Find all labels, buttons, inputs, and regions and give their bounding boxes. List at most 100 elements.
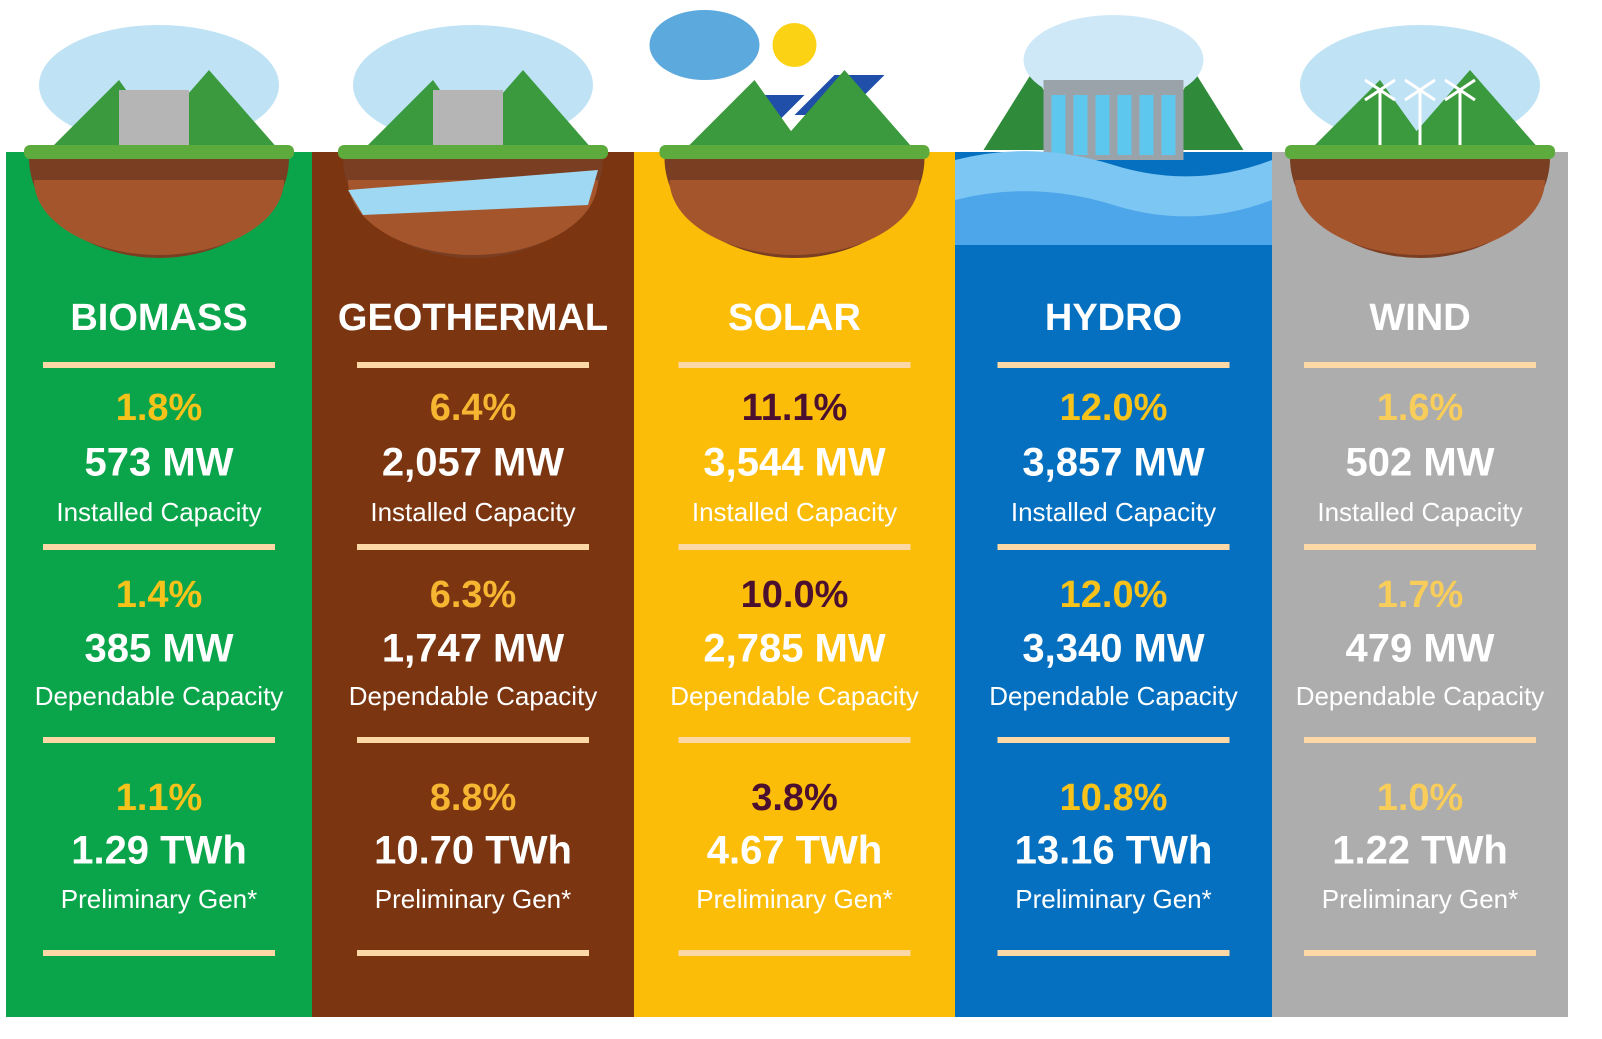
grass [659, 145, 930, 159]
stat-label: Installed Capacity [692, 497, 897, 527]
column-background [1272, 152, 1568, 1017]
waterfall [1161, 95, 1176, 155]
waterfall [1051, 95, 1066, 155]
mountain [363, 70, 593, 150]
divider [678, 950, 911, 956]
source-name: HYDRO [1045, 297, 1182, 339]
divider [997, 544, 1230, 550]
grass [1285, 145, 1555, 159]
stat-label: Dependable Capacity [35, 681, 284, 711]
source-name: WIND [1369, 297, 1470, 339]
water-wave [955, 191, 1272, 245]
waterfall [1095, 95, 1110, 155]
divider [997, 362, 1230, 368]
share: 10.8% [1060, 777, 1168, 819]
divider [997, 950, 1230, 956]
illustration [338, 25, 608, 258]
amount: 3,857 MW [1022, 441, 1205, 485]
waterfall [1139, 95, 1154, 155]
share: 8.8% [430, 777, 517, 819]
column-background [634, 152, 955, 1017]
stat-label: Preliminary Gen* [696, 884, 893, 914]
wind-turbine [1404, 78, 1436, 145]
source-name: SOLAR [728, 297, 861, 339]
divider [43, 950, 275, 956]
factory [433, 90, 503, 145]
amount: 3,544 MW [703, 441, 886, 485]
column-background [312, 152, 634, 1017]
amount: 385 MW [85, 627, 234, 671]
share: 6.3% [430, 574, 517, 616]
dam [1043, 80, 1184, 160]
divider [43, 544, 275, 550]
share: 1.6% [1377, 387, 1464, 429]
wind-turbine [1444, 78, 1476, 145]
share: 3.8% [751, 777, 838, 819]
divider [43, 362, 275, 368]
illustration [955, 15, 1272, 245]
divider [1304, 362, 1536, 368]
illustration [649, 10, 930, 258]
stat-label: Installed Capacity [1317, 497, 1522, 527]
amount: 2,785 MW [703, 627, 886, 671]
share: 1.8% [116, 387, 203, 429]
divider [1304, 544, 1536, 550]
amount: 573 MW [85, 441, 234, 485]
sun [772, 23, 817, 67]
column-background [6, 152, 312, 1017]
stat-label: Dependable Capacity [349, 681, 598, 711]
share: 6.4% [430, 387, 517, 429]
share: 1.7% [1377, 574, 1464, 616]
amount: 502 MW [1346, 441, 1495, 485]
amount: 13.16 TWh [1015, 829, 1213, 873]
divider [357, 544, 589, 550]
stat-label: Preliminary Gen* [1322, 884, 1519, 914]
grass [24, 145, 294, 159]
source-name: BIOMASS [70, 297, 247, 339]
divider [43, 737, 275, 743]
divider [997, 737, 1230, 743]
divider [678, 544, 911, 550]
mountain [684, 70, 915, 150]
cloud [649, 10, 760, 80]
stat-label: Dependable Capacity [989, 681, 1238, 711]
mountain [49, 70, 279, 150]
illustration [1285, 25, 1555, 258]
source-name: GEOTHERMAL [338, 297, 608, 339]
stat-label: Preliminary Gen* [1015, 884, 1212, 914]
stat-label: Preliminary Gen* [61, 884, 258, 914]
amount: 1.22 TWh [1332, 829, 1508, 873]
amount: 1.29 TWh [71, 829, 247, 873]
ground-layer [669, 180, 920, 255]
divider [357, 950, 589, 956]
factory [119, 90, 189, 145]
stat-label: Installed Capacity [370, 497, 575, 527]
waterfall [1117, 95, 1132, 155]
illustration [24, 25, 294, 258]
share: 1.1% [116, 777, 203, 819]
mountain [1310, 70, 1540, 150]
divider [357, 362, 589, 368]
aquifer [348, 170, 598, 215]
stat-label: Dependable Capacity [670, 681, 919, 711]
divider [678, 362, 911, 368]
share: 12.0% [1060, 574, 1168, 616]
amount: 4.67 TWh [707, 829, 883, 873]
divider [1304, 737, 1536, 743]
amount: 3,340 MW [1022, 627, 1205, 671]
share: 11.1% [742, 387, 848, 429]
stat-label: Dependable Capacity [1296, 681, 1545, 711]
divider [1304, 950, 1536, 956]
grass [338, 145, 608, 159]
share: 10.0% [741, 574, 849, 616]
stat-label: Installed Capacity [56, 497, 261, 527]
amount: 1,747 MW [382, 627, 565, 671]
divider [357, 737, 589, 743]
amount: 479 MW [1346, 627, 1495, 671]
waterfall [1073, 95, 1088, 155]
amount: 10.70 TWh [374, 829, 572, 873]
share: 1.0% [1377, 777, 1464, 819]
stat-label: Preliminary Gen* [375, 884, 572, 914]
column-background [955, 152, 1272, 1017]
amount: 2,057 MW [382, 441, 565, 485]
